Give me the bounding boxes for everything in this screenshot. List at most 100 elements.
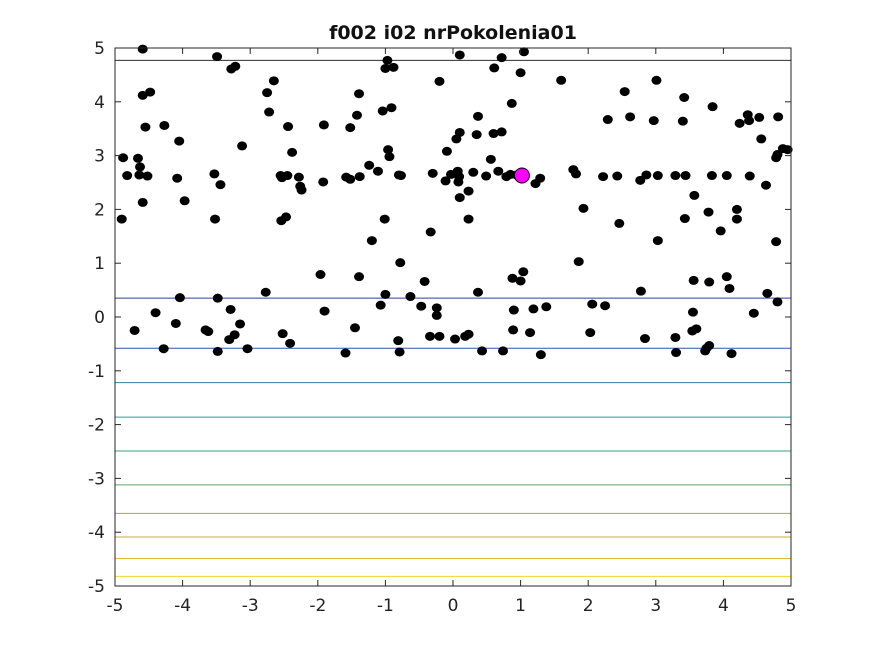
data-point xyxy=(518,47,529,57)
data-point xyxy=(639,334,650,344)
data-point xyxy=(427,168,438,178)
data-point xyxy=(277,329,288,339)
data-point xyxy=(431,310,442,320)
data-point xyxy=(541,302,552,312)
data-point xyxy=(172,173,183,183)
data-point xyxy=(287,147,298,157)
data-point xyxy=(340,348,351,358)
data-point xyxy=(454,193,465,203)
data-point xyxy=(345,123,356,133)
x-tick-label: -4 xyxy=(174,596,191,616)
data-point xyxy=(318,120,329,130)
data-point xyxy=(431,303,442,313)
x-tick-label: -5 xyxy=(107,596,124,616)
data-point xyxy=(508,325,519,335)
data-point xyxy=(395,258,406,268)
data-point xyxy=(506,98,517,108)
data-point xyxy=(556,75,567,85)
data-point xyxy=(380,63,391,73)
data-point xyxy=(212,293,223,303)
data-point xyxy=(366,236,377,246)
contour-lines xyxy=(115,59,791,577)
data-point xyxy=(394,347,405,357)
data-point xyxy=(498,346,509,356)
x-tick-label: 0 xyxy=(448,596,459,616)
data-point xyxy=(578,203,589,213)
data-point xyxy=(242,344,253,354)
data-point xyxy=(210,214,221,224)
data-point xyxy=(386,103,397,113)
data-point xyxy=(434,76,445,86)
x-tick-label: -3 xyxy=(242,596,259,616)
data-point xyxy=(677,116,688,126)
data-point xyxy=(212,346,223,356)
data-point xyxy=(209,169,220,179)
x-tick-label: -2 xyxy=(309,596,326,616)
data-point xyxy=(651,75,662,85)
data-point xyxy=(319,306,330,316)
data-point xyxy=(744,116,755,126)
data-point xyxy=(772,150,783,160)
y-tick-label: -1 xyxy=(88,362,105,382)
data-point xyxy=(203,327,214,337)
data-point xyxy=(388,62,399,72)
data-point xyxy=(707,102,718,112)
data-point xyxy=(425,331,436,341)
data-point xyxy=(515,276,526,286)
data-point xyxy=(587,299,598,309)
data-point xyxy=(122,171,133,181)
data-point xyxy=(382,55,393,65)
data-point xyxy=(731,214,742,224)
data-point xyxy=(354,89,365,99)
data-point xyxy=(419,276,430,286)
data-point xyxy=(425,227,436,237)
data-point xyxy=(283,122,294,132)
data-point xyxy=(585,328,596,338)
data-point xyxy=(405,292,416,302)
data-point xyxy=(703,207,714,217)
data-point xyxy=(364,160,375,170)
data-point xyxy=(619,87,630,97)
data-point xyxy=(507,273,518,283)
data-point xyxy=(691,324,702,334)
data-point xyxy=(293,172,304,182)
data-point xyxy=(215,180,226,190)
data-point xyxy=(535,173,546,183)
data-point xyxy=(528,304,539,314)
data-point xyxy=(515,68,526,78)
data-point xyxy=(145,87,156,97)
y-tick-label: 2 xyxy=(94,200,105,220)
data-point xyxy=(573,257,584,267)
data-point xyxy=(454,50,465,60)
data-point xyxy=(129,325,140,335)
data-point xyxy=(689,190,700,200)
x-axis: -5 -4 -3 -2 -1 0 1 2 3 4 5 xyxy=(107,48,796,616)
data-point xyxy=(137,90,148,100)
data-point xyxy=(137,197,148,207)
y-tick-label: 3 xyxy=(94,147,105,167)
data-point xyxy=(471,130,482,140)
data-point xyxy=(726,349,737,359)
y-tick-label: 0 xyxy=(94,308,105,328)
data-point xyxy=(262,88,273,98)
data-point xyxy=(395,171,406,181)
data-point xyxy=(721,171,732,181)
population-points xyxy=(116,44,793,360)
data-point xyxy=(379,214,390,224)
data-point xyxy=(771,237,782,247)
y-tick-label: -4 xyxy=(88,523,105,543)
data-point xyxy=(212,52,223,62)
data-point xyxy=(282,171,293,181)
data-point xyxy=(380,289,391,299)
data-point xyxy=(159,120,170,130)
data-point xyxy=(393,336,404,346)
data-point xyxy=(754,112,765,122)
data-point xyxy=(118,153,129,163)
data-point xyxy=(352,110,363,120)
data-point xyxy=(230,61,241,71)
y-axis: 5 4 3 2 1 0 -1 -2 -3 -4 -5 xyxy=(88,39,791,597)
data-point xyxy=(132,153,143,163)
data-point xyxy=(602,115,613,125)
data-point xyxy=(135,162,146,172)
data-point xyxy=(473,111,484,121)
